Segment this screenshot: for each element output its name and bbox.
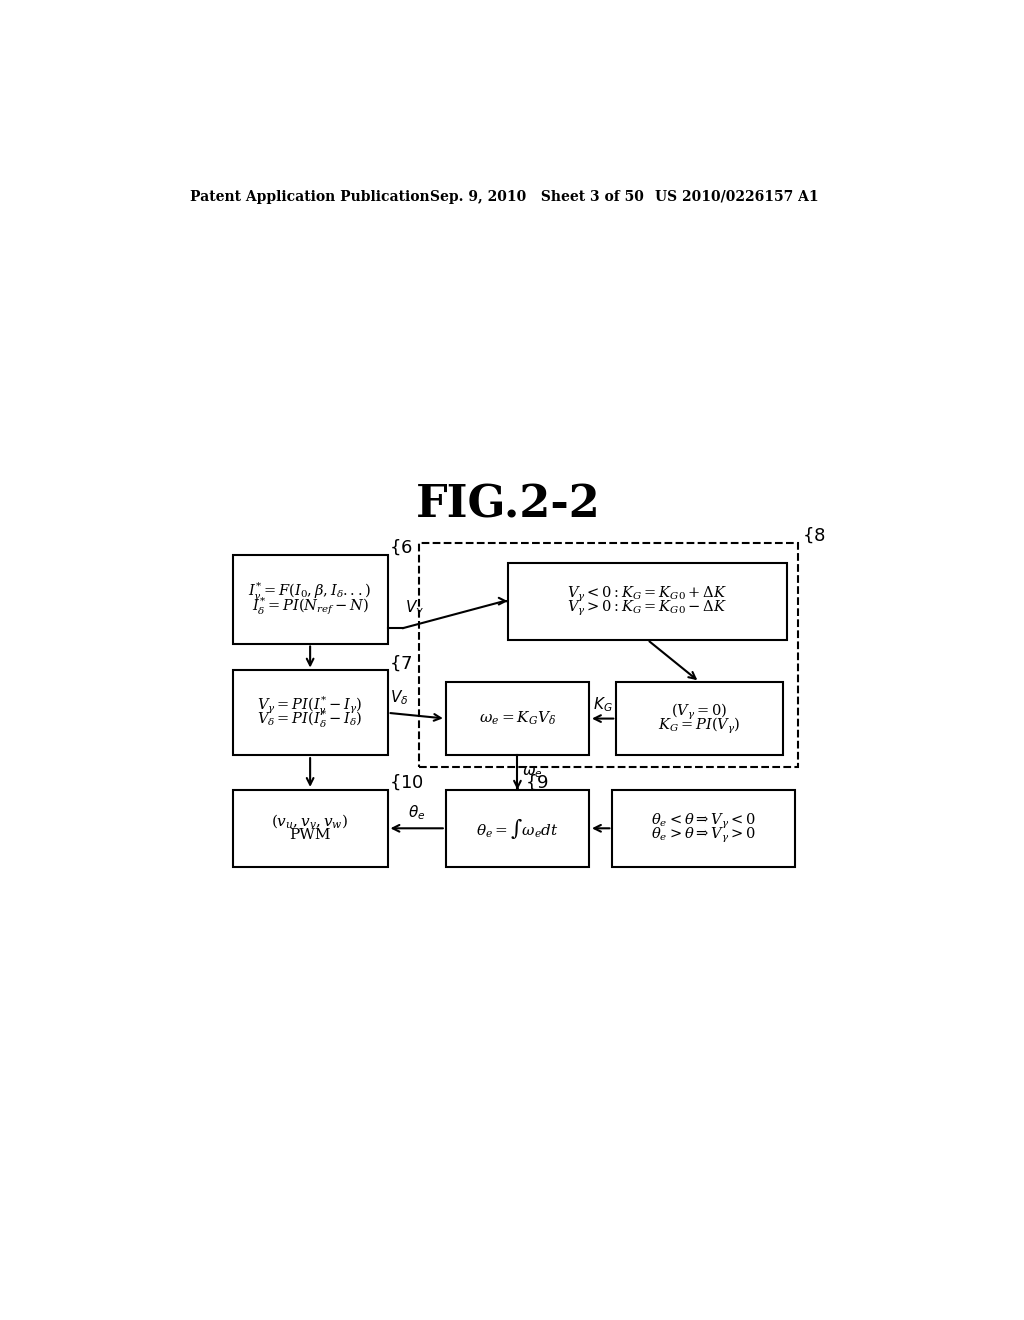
FancyBboxPatch shape: [508, 562, 786, 640]
Text: $V_{\gamma}<0: K_G = K_{G0}+\Delta K$: $V_{\gamma}<0: K_G = K_{G0}+\Delta K$: [567, 585, 727, 605]
Text: $(V_{\gamma}=0)$: $(V_{\gamma}=0)$: [672, 701, 728, 722]
Text: $\mathsf{\{}6$: $\mathsf{\{}6$: [389, 537, 413, 557]
Text: $\mathsf{\{}9$: $\mathsf{\{}9$: [525, 772, 549, 792]
Text: $\mathsf{\{}10$: $\mathsf{\{}10$: [389, 772, 424, 792]
FancyBboxPatch shape: [445, 789, 589, 867]
Text: $\theta_e<\theta \Rightarrow V_{\gamma}<0$: $\theta_e<\theta \Rightarrow V_{\gamma}<…: [651, 812, 756, 832]
FancyBboxPatch shape: [445, 682, 589, 755]
Text: $K_G = PI(V_{\gamma})$: $K_G = PI(V_{\gamma})$: [658, 715, 740, 735]
Text: PWM: PWM: [290, 829, 331, 842]
Text: $V_{\gamma} = PI(I_{\gamma}^{*}-I_{\gamma})$: $V_{\gamma} = PI(I_{\gamma}^{*}-I_{\gamm…: [257, 694, 362, 718]
Text: US 2010/0226157 A1: US 2010/0226157 A1: [655, 190, 818, 203]
Text: $\mathsf{\{}7$: $\mathsf{\{}7$: [389, 653, 413, 672]
Text: $\theta_e$: $\theta_e$: [408, 804, 425, 822]
FancyBboxPatch shape: [419, 544, 799, 767]
Text: $V_{\gamma}$: $V_{\gamma}$: [404, 598, 424, 619]
Text: $\theta_e = \int\omega_e dt$: $\theta_e = \int\omega_e dt$: [476, 816, 559, 841]
Text: $\omega_e = K_G V_{\delta}$: $\omega_e = K_G V_{\delta}$: [479, 710, 556, 727]
Text: $I_{\delta}^{*} = PI(N_{ref}-N)$: $I_{\delta}^{*} = PI(N_{ref}-N)$: [252, 595, 369, 616]
Text: $V_{\gamma}>0: K_G = K_{G0}-\Delta K$: $V_{\gamma}>0: K_G = K_{G0}-\Delta K$: [567, 598, 727, 618]
Text: Sep. 9, 2010   Sheet 3 of 50: Sep. 9, 2010 Sheet 3 of 50: [430, 190, 644, 203]
Text: $K_G$: $K_G$: [593, 696, 612, 714]
Text: $V_{\delta}$: $V_{\delta}$: [390, 688, 409, 706]
FancyBboxPatch shape: [232, 789, 388, 867]
FancyBboxPatch shape: [616, 682, 783, 755]
Text: Patent Application Publication: Patent Application Publication: [190, 190, 430, 203]
Text: $\omega_e$: $\omega_e$: [522, 764, 543, 780]
Text: $V_{\delta} = PI(I_{\delta}^{*}-I_{\delta})$: $V_{\delta} = PI(I_{\delta}^{*}-I_{\delt…: [257, 709, 362, 730]
Text: FIG.2-2: FIG.2-2: [416, 483, 600, 527]
Text: $I_{\gamma}^{*} = F(I_0,\beta,I_{\delta}...)$: $I_{\gamma}^{*} = F(I_0,\beta,I_{\delta}…: [249, 581, 372, 605]
FancyBboxPatch shape: [612, 789, 795, 867]
FancyBboxPatch shape: [232, 671, 388, 755]
Text: $(v_u,v_v,v_w)$: $(v_u,v_v,v_w)$: [271, 812, 349, 830]
Text: $\theta_e>\theta \Rightarrow V_{\gamma}>0$: $\theta_e>\theta \Rightarrow V_{\gamma}>…: [651, 825, 756, 845]
FancyBboxPatch shape: [232, 554, 388, 644]
Text: $\mathsf{\{}8$: $\mathsf{\{}8$: [802, 525, 826, 545]
